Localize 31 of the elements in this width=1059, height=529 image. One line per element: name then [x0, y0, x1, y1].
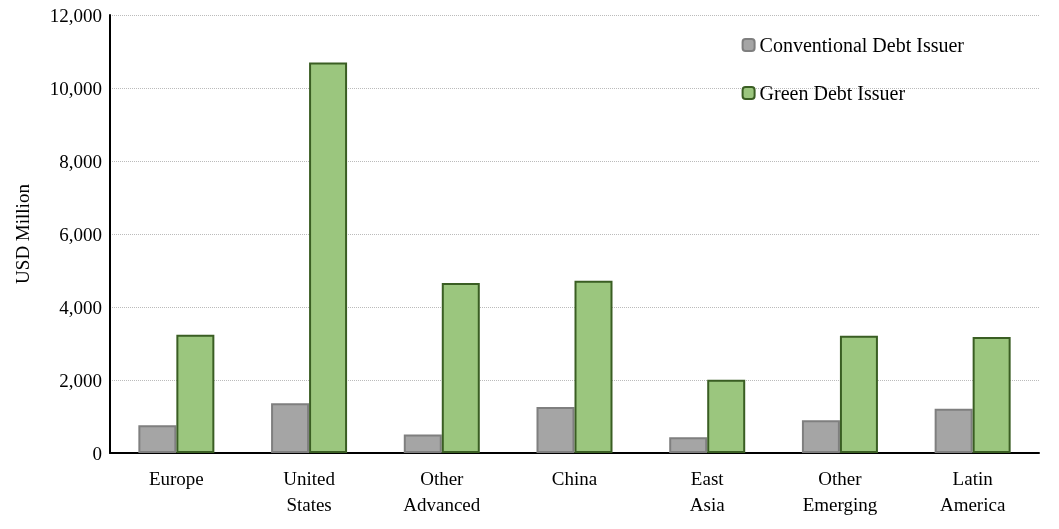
y-tick-label: 2,000 — [59, 369, 102, 391]
bar — [801, 420, 840, 453]
y-tick-label: 10,000 — [49, 77, 102, 99]
y-tick-label: 4,000 — [59, 296, 102, 318]
y-tick-label: 6,000 — [59, 223, 102, 245]
bar — [934, 408, 973, 453]
bar — [839, 335, 878, 453]
bar — [138, 425, 177, 453]
x-tick-label: Europe — [148, 467, 204, 489]
bar — [972, 336, 1011, 453]
bar — [403, 434, 442, 453]
x-tick-label: China — [551, 467, 598, 489]
bar — [271, 403, 310, 453]
y-tick-label: 8,000 — [59, 150, 102, 172]
bar — [574, 280, 613, 453]
bar — [707, 379, 746, 453]
legend-label: Green Debt Issuer — [759, 82, 906, 104]
y-axis-title: USD Million — [12, 183, 33, 284]
y-tick-label: 12,000 — [49, 4, 102, 26]
x-tick-label: Other Advanced — [403, 467, 481, 515]
x-tick-label: East Asia — [689, 467, 726, 515]
x-tick-label: Other Emerging — [802, 467, 878, 515]
bar — [669, 437, 708, 453]
y-tick-label: 0 — [92, 442, 102, 464]
bar — [176, 334, 215, 453]
legend-label: Conventional Debt Issuer — [759, 34, 965, 56]
bar — [309, 62, 348, 453]
bar — [536, 407, 575, 453]
bar — [441, 282, 480, 453]
x-tick-label: United States — [283, 467, 336, 515]
x-tick-label: Latin America — [939, 467, 1006, 515]
